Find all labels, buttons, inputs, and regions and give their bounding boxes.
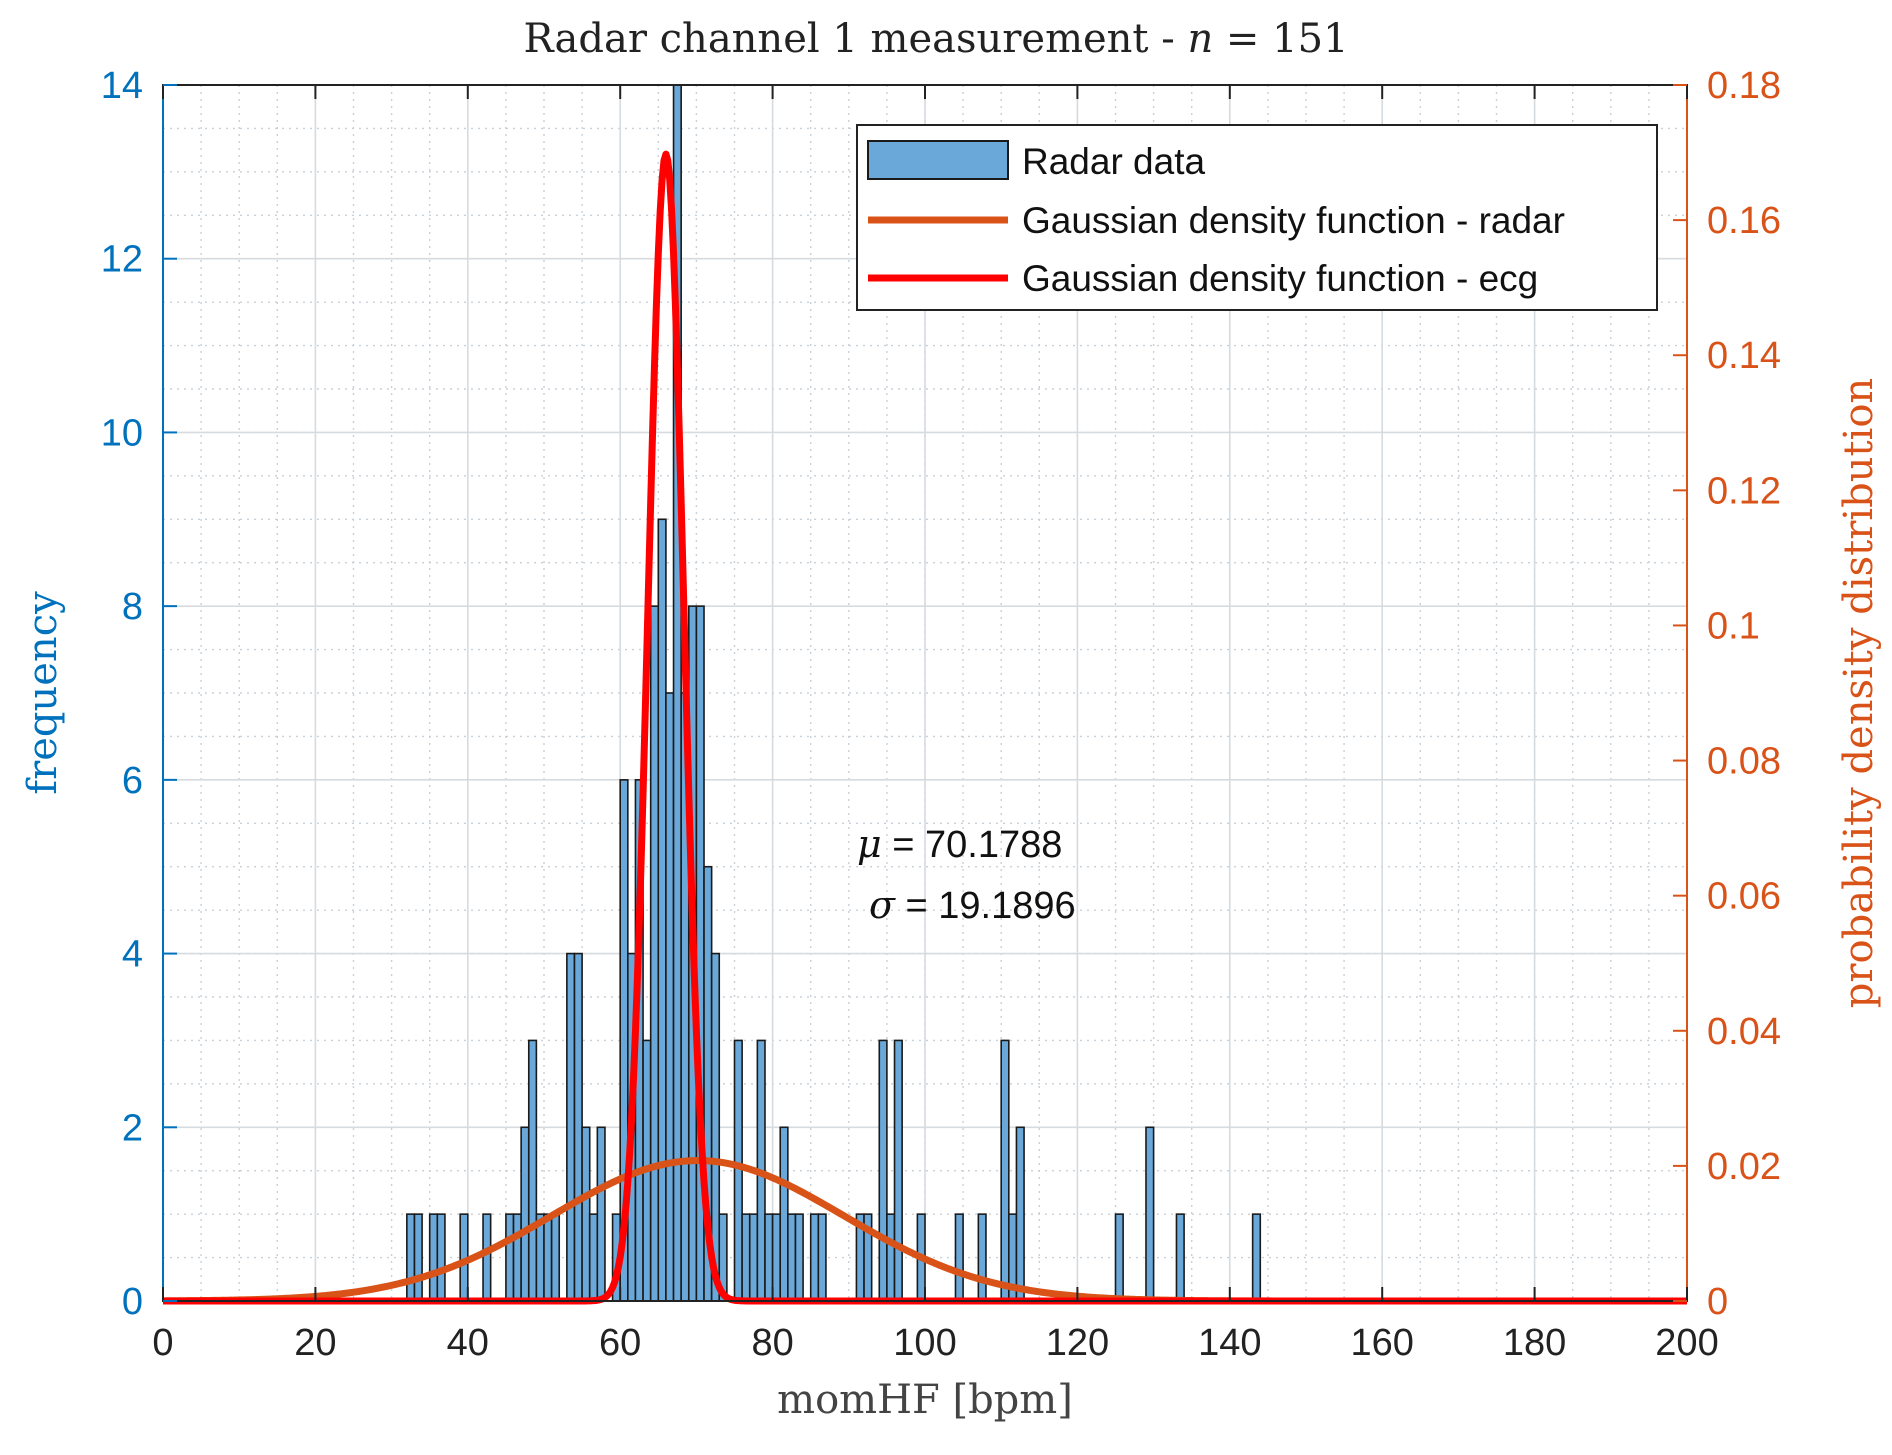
histogram-bar <box>550 1213 561 1302</box>
chart-title-variable: n <box>1187 16 1213 62</box>
histogram-bar <box>581 1126 591 1302</box>
histogram-bar <box>527 1039 538 1302</box>
x-tick-label: 0 <box>152 1322 173 1364</box>
histogram-bar <box>482 1213 492 1302</box>
legend: Radar data Gaussian density function - r… <box>856 124 1658 311</box>
histogram-bar <box>1015 1126 1025 1302</box>
x-axis-ticks: 0 20 40 60 80 100 120 140 160 180 200 <box>152 85 1719 1364</box>
histogram-bar <box>893 1039 903 1302</box>
histogram-bar <box>809 1213 820 1302</box>
histogram-bar <box>733 1039 743 1302</box>
left-y-tick-label: 10 <box>101 412 143 454</box>
right-y-tick-label: 0.18 <box>1707 65 1781 107</box>
left-y-tick-label: 12 <box>101 239 143 281</box>
histogram-bar <box>1000 1039 1010 1302</box>
x-tick-label: 20 <box>294 1322 336 1364</box>
left-y-tick-label: 6 <box>122 760 143 802</box>
histogram-bar <box>413 1213 423 1302</box>
histogram-bar <box>1145 1126 1155 1302</box>
sigma-symbol: σ <box>869 883 896 927</box>
right-y-tick-label: 0 <box>1707 1281 1728 1323</box>
left-y-tick-label: 14 <box>101 65 143 107</box>
x-tick-label: 180 <box>1503 1322 1566 1364</box>
histogram-bar <box>436 1213 446 1302</box>
histogram-bar <box>596 1126 606 1302</box>
sigma-value: = 19.1896 <box>895 885 1076 927</box>
histogram-bar <box>543 1213 553 1302</box>
mu-value: = 70.1788 <box>882 824 1063 866</box>
histogram-bar <box>588 1213 599 1302</box>
left-y-tick-label: 0 <box>122 1281 143 1323</box>
histogram-bar <box>573 952 583 1302</box>
histogram-bar <box>878 1039 888 1302</box>
left-y-axis-label: frequency <box>20 591 66 795</box>
sigma-annotation: σ = 19.1896 <box>869 883 1076 927</box>
chart-title-equation: = 151 <box>1213 16 1348 62</box>
x-tick-label: 200 <box>1655 1322 1718 1364</box>
x-tick-label: 60 <box>599 1322 641 1364</box>
histogram-bar <box>1114 1213 1124 1302</box>
histogram-bar <box>1175 1213 1185 1302</box>
left-y-tick-label: 8 <box>122 586 143 628</box>
right-y-tick-label: 0.12 <box>1707 470 1781 512</box>
legend-label-radar-data: Radar data <box>1022 141 1205 182</box>
histogram-bar <box>977 1213 987 1302</box>
histogram-bar <box>794 1213 804 1302</box>
histogram-bar <box>817 1213 827 1302</box>
histogram-bar <box>665 692 675 1302</box>
x-axis-label: momHF [bpm] <box>777 1377 1073 1423</box>
x-tick-label: 100 <box>893 1322 956 1364</box>
chart-title: Radar channel 1 measurement - n = 151 <box>523 16 1348 62</box>
x-tick-label: 80 <box>751 1322 793 1364</box>
histogram-bar <box>649 605 660 1302</box>
left-y-tick-label: 4 <box>122 934 143 976</box>
histogram-bar <box>748 1213 759 1302</box>
left-y-axis-ticks: 0 2 4 6 8 10 12 14 <box>101 65 177 1323</box>
histogram-bar <box>1251 1213 1262 1302</box>
histogram-bar <box>741 1213 751 1302</box>
histogram-bar <box>779 1126 789 1302</box>
histogram-bar <box>787 1213 797 1302</box>
x-tick-label: 120 <box>1046 1322 1109 1364</box>
right-y-tick-label: 0.16 <box>1707 200 1781 242</box>
right-y-tick-label: 0.08 <box>1707 741 1781 783</box>
legend-label-radar-curve: Gaussian density function - radar <box>1022 200 1565 241</box>
x-tick-label: 160 <box>1350 1322 1413 1364</box>
left-y-tick-label: 2 <box>122 1107 143 1149</box>
histogram-bar <box>566 952 576 1302</box>
histogram-bar <box>512 1213 522 1302</box>
right-y-axis-label: probability density distribution <box>1836 378 1882 1008</box>
histogram-bar <box>428 1213 439 1302</box>
right-y-tick-label: 0.04 <box>1707 1011 1781 1053</box>
histogram-bar <box>406 1213 416 1302</box>
histogram-bar <box>505 1213 515 1302</box>
right-y-tick-label: 0.1 <box>1707 605 1760 647</box>
right-y-tick-label: 0.02 <box>1707 1146 1781 1188</box>
mu-annotation: μ = 70.1788 <box>857 822 1062 866</box>
legend-label-ecg-curve: Gaussian density function - ecg <box>1022 258 1538 299</box>
mu-symbol: μ <box>857 822 882 866</box>
right-y-tick-label: 0.14 <box>1707 335 1781 377</box>
right-y-tick-label: 0.06 <box>1707 876 1781 918</box>
histogram-bar <box>886 1213 896 1302</box>
histogram-bar <box>520 1126 530 1302</box>
histogram-bar <box>657 518 667 1302</box>
histogram-bar <box>771 1213 782 1302</box>
histogram-bar <box>954 1213 964 1302</box>
legend-swatch-radar-data <box>867 140 1009 180</box>
right-y-axis-ticks: 0 0.02 0.04 0.06 0.08 0.1 0.12 0.14 0.16 0.18 <box>1673 65 1781 1323</box>
chart-title-prefix: Radar channel 1 measurement - <box>523 16 1187 62</box>
x-tick-label: 140 <box>1198 1322 1261 1364</box>
histogram-bar <box>764 1213 774 1302</box>
x-tick-label: 40 <box>447 1322 489 1364</box>
